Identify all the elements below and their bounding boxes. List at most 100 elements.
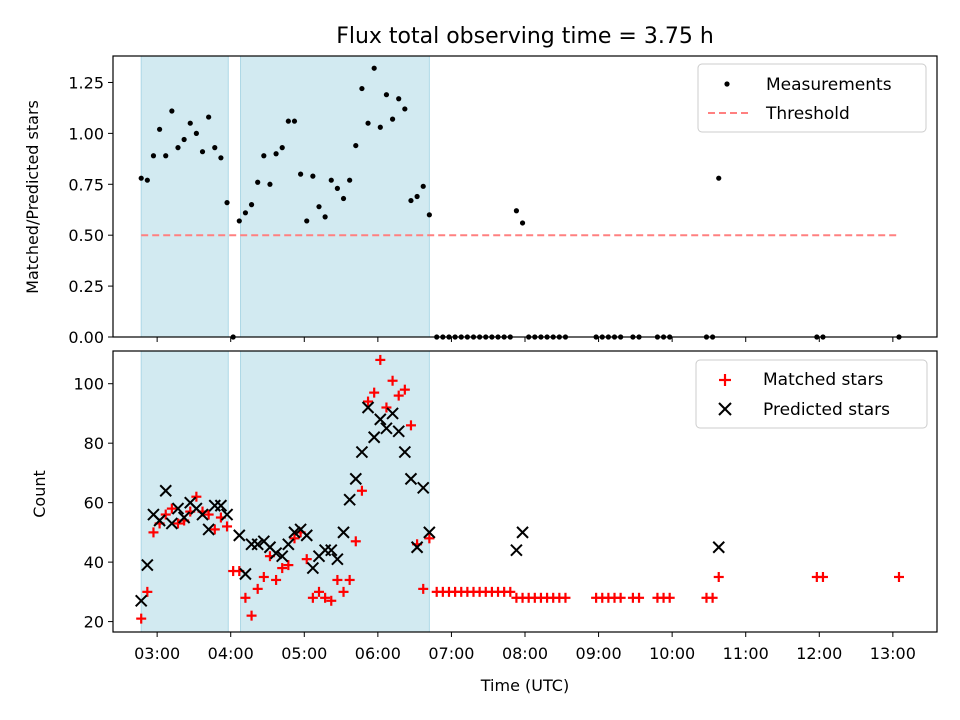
y-tick-label: 80 [84, 434, 104, 453]
measurement-point [187, 120, 193, 126]
measurement-point [212, 145, 218, 151]
matched-star-point [148, 527, 159, 538]
legend-predicted-label: Predicted stars [763, 400, 890, 420]
measurement-point [144, 177, 150, 183]
matched-star-point [664, 592, 675, 603]
predicted-star-point [510, 544, 523, 557]
top-plot-frame [112, 55, 938, 338]
measurement-point [138, 175, 144, 181]
x-tick-label: 05:00 [281, 644, 327, 663]
measurement-point [304, 218, 310, 224]
measurement-point [519, 220, 526, 226]
measurement-point [261, 153, 267, 159]
x-tick-label: 03:00 [134, 644, 180, 663]
legend-predicted-marker [718, 402, 732, 416]
bottom-legend-box [695, 359, 928, 429]
matched-star-point [363, 396, 374, 407]
predicted-star-point [196, 508, 209, 521]
top-y-axis-label: Matched/Predicted stars [23, 100, 42, 294]
matched-star-point [350, 536, 361, 547]
bottom-legend: Matched stars Predicted stars [695, 359, 928, 429]
measurement-point [291, 118, 298, 124]
measurement-point [175, 145, 181, 151]
y-tick-label: 0.75 [68, 175, 104, 194]
predicted-star-point [516, 526, 529, 539]
x-tick-label: 09:00 [576, 644, 622, 663]
shaded-interval [240, 55, 430, 338]
predicted-star-point [423, 526, 436, 539]
predicted-star-point [343, 493, 356, 506]
x-tick-label: 06:00 [355, 644, 401, 663]
matched-star-point [136, 613, 147, 624]
legend-measurements-label: Measurements [766, 75, 892, 95]
matched-star-point [332, 574, 343, 585]
predicted-star-point [153, 514, 166, 527]
measurement-point [347, 177, 353, 183]
measurement-point [310, 173, 316, 179]
measurement-point [199, 149, 206, 155]
shaded-interval [140, 350, 229, 633]
y-tick-label: 1.25 [68, 73, 104, 92]
matched-star-point [713, 571, 724, 582]
predicted-star-point [177, 511, 191, 524]
measurement-point [298, 171, 304, 177]
measurement-point [377, 124, 383, 130]
predicted-star-point [712, 541, 725, 554]
matched-star-point [160, 509, 171, 520]
top-legend: Measurements Threshold [697, 63, 927, 133]
predicted-star-point [392, 425, 405, 438]
matched-star-point [560, 592, 571, 603]
x-tick-label: 11:00 [723, 644, 769, 663]
predicted-star-point [410, 541, 424, 554]
matched-star-point [166, 503, 177, 514]
measurement-point [371, 65, 377, 71]
matched-star-point [289, 533, 300, 544]
top-shaded-intervals [140, 55, 430, 338]
matched-star-point [405, 420, 416, 431]
matched-star-point [344, 574, 355, 585]
predicted-star-point [288, 526, 301, 539]
matched-star-point [277, 563, 288, 574]
predicted-star-point [355, 445, 369, 459]
measurement-point [383, 92, 390, 98]
measurement-point [322, 214, 328, 220]
matched-star-point [203, 509, 214, 520]
predicted-star-point [398, 445, 412, 459]
measurement-point [316, 204, 322, 210]
measurement-point [402, 106, 408, 112]
matched-star-point [424, 533, 435, 544]
measurement-point [353, 142, 359, 149]
measurement-point [340, 195, 347, 202]
legend-matched-marker [719, 374, 731, 386]
matched-star-point [399, 384, 410, 395]
top-panel: 0.00 0.25 0.50 0.75 1.00 1.25 Matched/Predict… [23, 55, 938, 347]
bottom-x-ticks: 03:00 04:00 05:00 06:00 07:00 08:00 09:00 10:00… [134, 632, 916, 663]
bottom-panel: 20 40 60 80 100 03:00 04:00 05:00 06:00 07:00 08:… [30, 350, 938, 695]
measurement-point [156, 126, 163, 132]
measurement-point [255, 179, 261, 185]
matched-star-point [375, 354, 386, 365]
measurement-point [163, 153, 169, 159]
matched-star-point [326, 595, 337, 606]
measurement-point [365, 120, 371, 126]
measurement-point [334, 185, 340, 191]
measurement-point [359, 85, 365, 92]
predicted-star-point [386, 407, 399, 420]
measurement-point [193, 130, 199, 136]
matched-stars-points [136, 354, 904, 624]
matched-star-point [707, 592, 718, 603]
measurement-point [716, 175, 722, 181]
measurement-point [248, 202, 255, 208]
measurement-point [420, 183, 426, 189]
matched-star-point [505, 586, 516, 597]
legend-matched-label: Matched stars [763, 370, 883, 390]
bottom-y-axis-label: Count [30, 470, 49, 518]
matched-star-point [222, 521, 233, 532]
matched-star-point [320, 592, 331, 603]
matched-star-point [172, 518, 183, 529]
shaded-interval [140, 55, 229, 338]
measurement-point [389, 116, 396, 122]
predicted-star-point [349, 472, 362, 486]
matched-star-point [246, 610, 257, 621]
matched-star-point [381, 402, 392, 413]
